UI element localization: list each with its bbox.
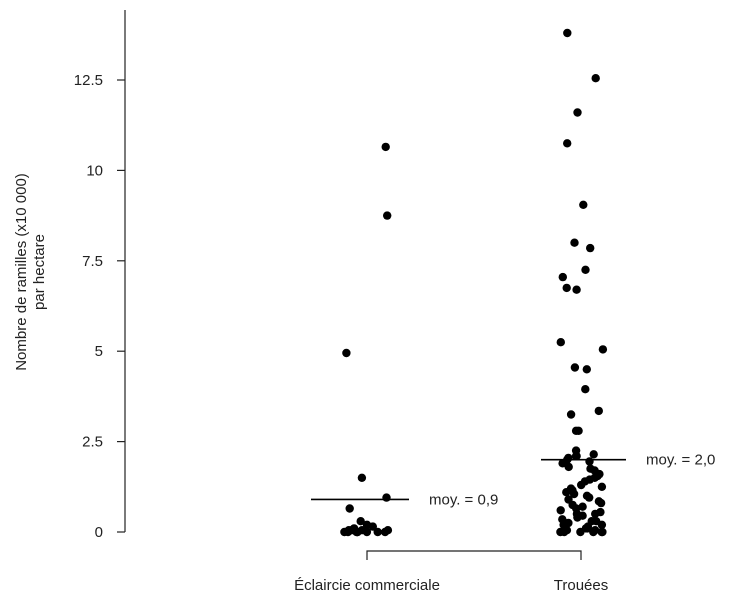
mean-label-eclaircie: moy. = 0,9 (429, 491, 498, 508)
data-point (368, 522, 377, 531)
data-point (585, 493, 594, 502)
category-label-eclaircie: Éclaircie commerciale (294, 577, 440, 594)
y-tick-label: 0 (95, 524, 103, 541)
data-point (589, 450, 598, 459)
data-point (556, 527, 565, 537)
data-point (381, 142, 390, 152)
data-point (597, 520, 607, 529)
data-point (570, 363, 580, 372)
data-point (353, 527, 362, 537)
data-point (558, 272, 567, 282)
data-point (357, 473, 367, 482)
data-point (373, 527, 382, 537)
data-point (582, 365, 591, 374)
data-point (573, 513, 582, 522)
data-point (356, 517, 365, 526)
data-point (576, 527, 585, 537)
data-point (556, 506, 565, 515)
data-point (564, 462, 573, 472)
y-axis-ticks: 0 2.5 5 7.5 10 12.5 (74, 72, 125, 541)
data-point (579, 200, 588, 209)
y-tick-label: 10 (86, 162, 103, 179)
data-point (362, 527, 372, 537)
data-point (563, 139, 572, 148)
data-point (563, 28, 572, 38)
data-point (598, 345, 608, 354)
data-point (562, 488, 571, 497)
data-point (578, 502, 587, 511)
data-point (380, 527, 390, 537)
y-tick-label: 12.5 (74, 72, 103, 89)
data-points (340, 28, 608, 537)
data-point (345, 504, 354, 513)
data-point (577, 480, 586, 490)
mean-label-trouees: moy. = 2,0 (646, 452, 715, 469)
data-point (573, 108, 582, 117)
data-point (591, 509, 600, 519)
data-point (572, 285, 581, 294)
data-point (597, 482, 607, 491)
data-point (594, 406, 603, 416)
data-point (569, 489, 579, 499)
y-tick-label: 7.5 (82, 253, 103, 270)
data-point (562, 283, 571, 293)
data-point (591, 74, 600, 83)
data-point (340, 527, 349, 537)
data-point (585, 457, 594, 466)
data-point (556, 338, 565, 347)
category-label-trouees: Trouées (554, 577, 608, 594)
x-axis-bracket (366, 550, 582, 560)
data-point (383, 211, 392, 220)
y-axis-title-line2: par hectare (31, 234, 48, 310)
y-tick-label: 5 (95, 343, 103, 360)
data-point (589, 527, 598, 537)
data-point (581, 265, 590, 274)
data-point (558, 459, 567, 468)
data-point (581, 385, 590, 394)
data-point (570, 238, 579, 247)
data-point (574, 426, 583, 435)
y-axis-title-line1: Nombre de ramilles (x10 000) (13, 173, 30, 371)
y-tick-label: 2.5 (82, 434, 103, 451)
data-point (586, 243, 595, 253)
data-point (596, 498, 606, 508)
data-point (571, 451, 581, 461)
data-point (382, 493, 391, 502)
data-point (566, 410, 576, 419)
data-point (342, 348, 351, 358)
data-point (597, 527, 606, 537)
